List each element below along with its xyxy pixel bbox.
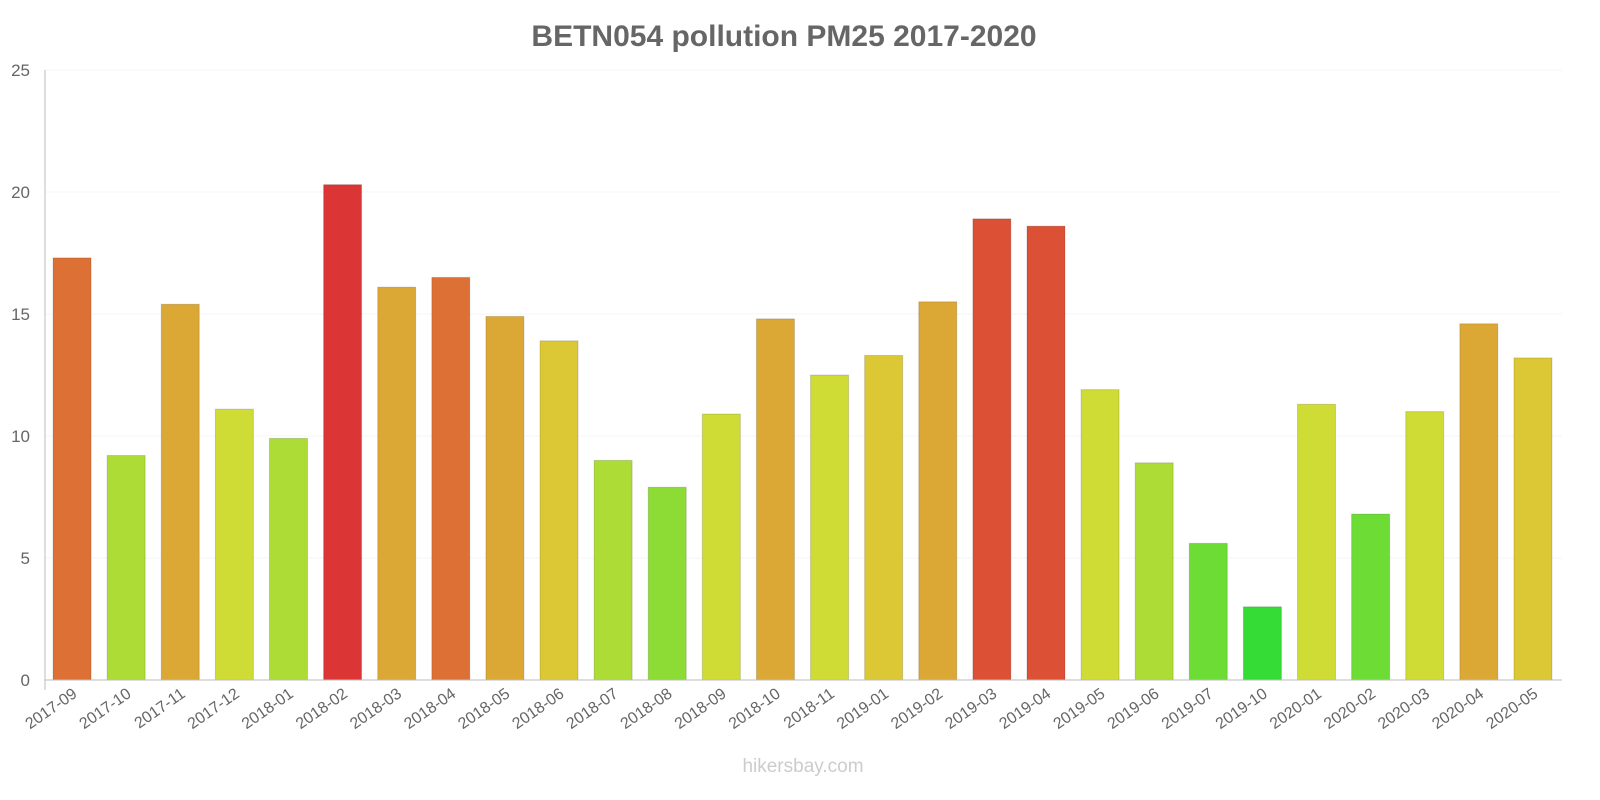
y-tick-label: 10 — [11, 427, 30, 446]
x-tick-label: 2020-02 — [1321, 685, 1379, 733]
x-tick-label: 2019-07 — [1159, 685, 1217, 733]
x-tick-label: 2019-06 — [1105, 685, 1163, 733]
bar-2018-04[interactable] — [431, 276, 471, 681]
x-tick-label: 2019-02 — [888, 685, 946, 733]
y-tick-label: 20 — [11, 183, 30, 202]
x-tick-label: 2020-05 — [1483, 685, 1541, 733]
x-tick-label: 2018-03 — [347, 685, 405, 733]
x-tick-label: 2018-05 — [455, 685, 513, 733]
chart-title: BETN054 pollution PM25 2017-2020 — [531, 20, 1036, 53]
bar-2018-02[interactable] — [323, 184, 363, 681]
x-tick-label: 2020-01 — [1267, 685, 1325, 733]
x-tick-label: 2018-09 — [672, 685, 730, 733]
bar-2018-03[interactable] — [377, 286, 417, 681]
bar-2019-02[interactable] — [918, 301, 958, 681]
x-tick-label: 2017-09 — [22, 685, 80, 733]
x-tick-label: 2019-05 — [1051, 685, 1109, 733]
bar-2017-11[interactable] — [160, 303, 200, 681]
bar-2020-04[interactable] — [1459, 323, 1499, 681]
bar-2019-05[interactable] — [1080, 389, 1120, 681]
x-tick-label: 2018-11 — [781, 685, 838, 732]
bar-2020-05[interactable] — [1513, 357, 1553, 681]
x-tick-label: 2018-06 — [509, 685, 567, 733]
bar-2019-04[interactable] — [1026, 225, 1066, 681]
x-tick-label: 2019-03 — [942, 685, 1000, 733]
x-tick-label: 2018-10 — [726, 685, 784, 733]
bar-2020-03[interactable] — [1405, 411, 1445, 681]
y-tick-label: 0 — [21, 671, 30, 690]
x-tick-label: 2018-07 — [564, 685, 622, 733]
bar-2017-12[interactable] — [214, 408, 254, 681]
y-tick-label: 15 — [11, 305, 30, 324]
x-tick-label: 2019-04 — [996, 685, 1054, 733]
watermark: hikersbay.com — [742, 756, 863, 777]
bar-2017-10[interactable] — [106, 455, 146, 681]
x-tick-label: 2019-10 — [1213, 685, 1271, 733]
x-tick-label: 2018-08 — [618, 685, 676, 733]
x-tick-label: 2018-02 — [293, 685, 351, 733]
bar-2018-01[interactable] — [268, 437, 308, 681]
bar-2018-11[interactable] — [810, 374, 850, 681]
bar-2018-09[interactable] — [701, 413, 741, 681]
bar-2018-05[interactable] — [485, 315, 525, 681]
bar-2019-01[interactable] — [864, 354, 904, 681]
x-tick-label: 2017-10 — [77, 685, 135, 733]
y-tick-label: 5 — [21, 549, 30, 568]
x-tick-label: 2020-04 — [1429, 685, 1487, 733]
bar-2019-07[interactable] — [1188, 542, 1228, 681]
bar-2018-08[interactable] — [647, 486, 687, 681]
x-tick-label: 2020-03 — [1375, 685, 1433, 733]
bar-2020-01[interactable] — [1297, 403, 1337, 681]
bar-2019-03[interactable] — [972, 218, 1012, 681]
x-tick-label: 2019-01 — [834, 685, 892, 733]
bar-2018-07[interactable] — [593, 459, 633, 681]
bar-2020-02[interactable] — [1351, 513, 1391, 681]
bar-2017-09[interactable] — [52, 257, 92, 681]
x-tick-label: 2017-12 — [185, 685, 243, 733]
bar-2019-06[interactable] — [1134, 462, 1174, 681]
bar-2018-10[interactable] — [755, 318, 795, 681]
bar-2019-10[interactable] — [1242, 606, 1282, 681]
x-tick-label: 2018-01 — [239, 685, 297, 733]
x-tick-label: 2018-04 — [401, 685, 459, 733]
bar-2018-06[interactable] — [539, 340, 579, 681]
x-tick-label: 2017-11 — [132, 685, 189, 732]
y-tick-label: 25 — [11, 61, 30, 80]
